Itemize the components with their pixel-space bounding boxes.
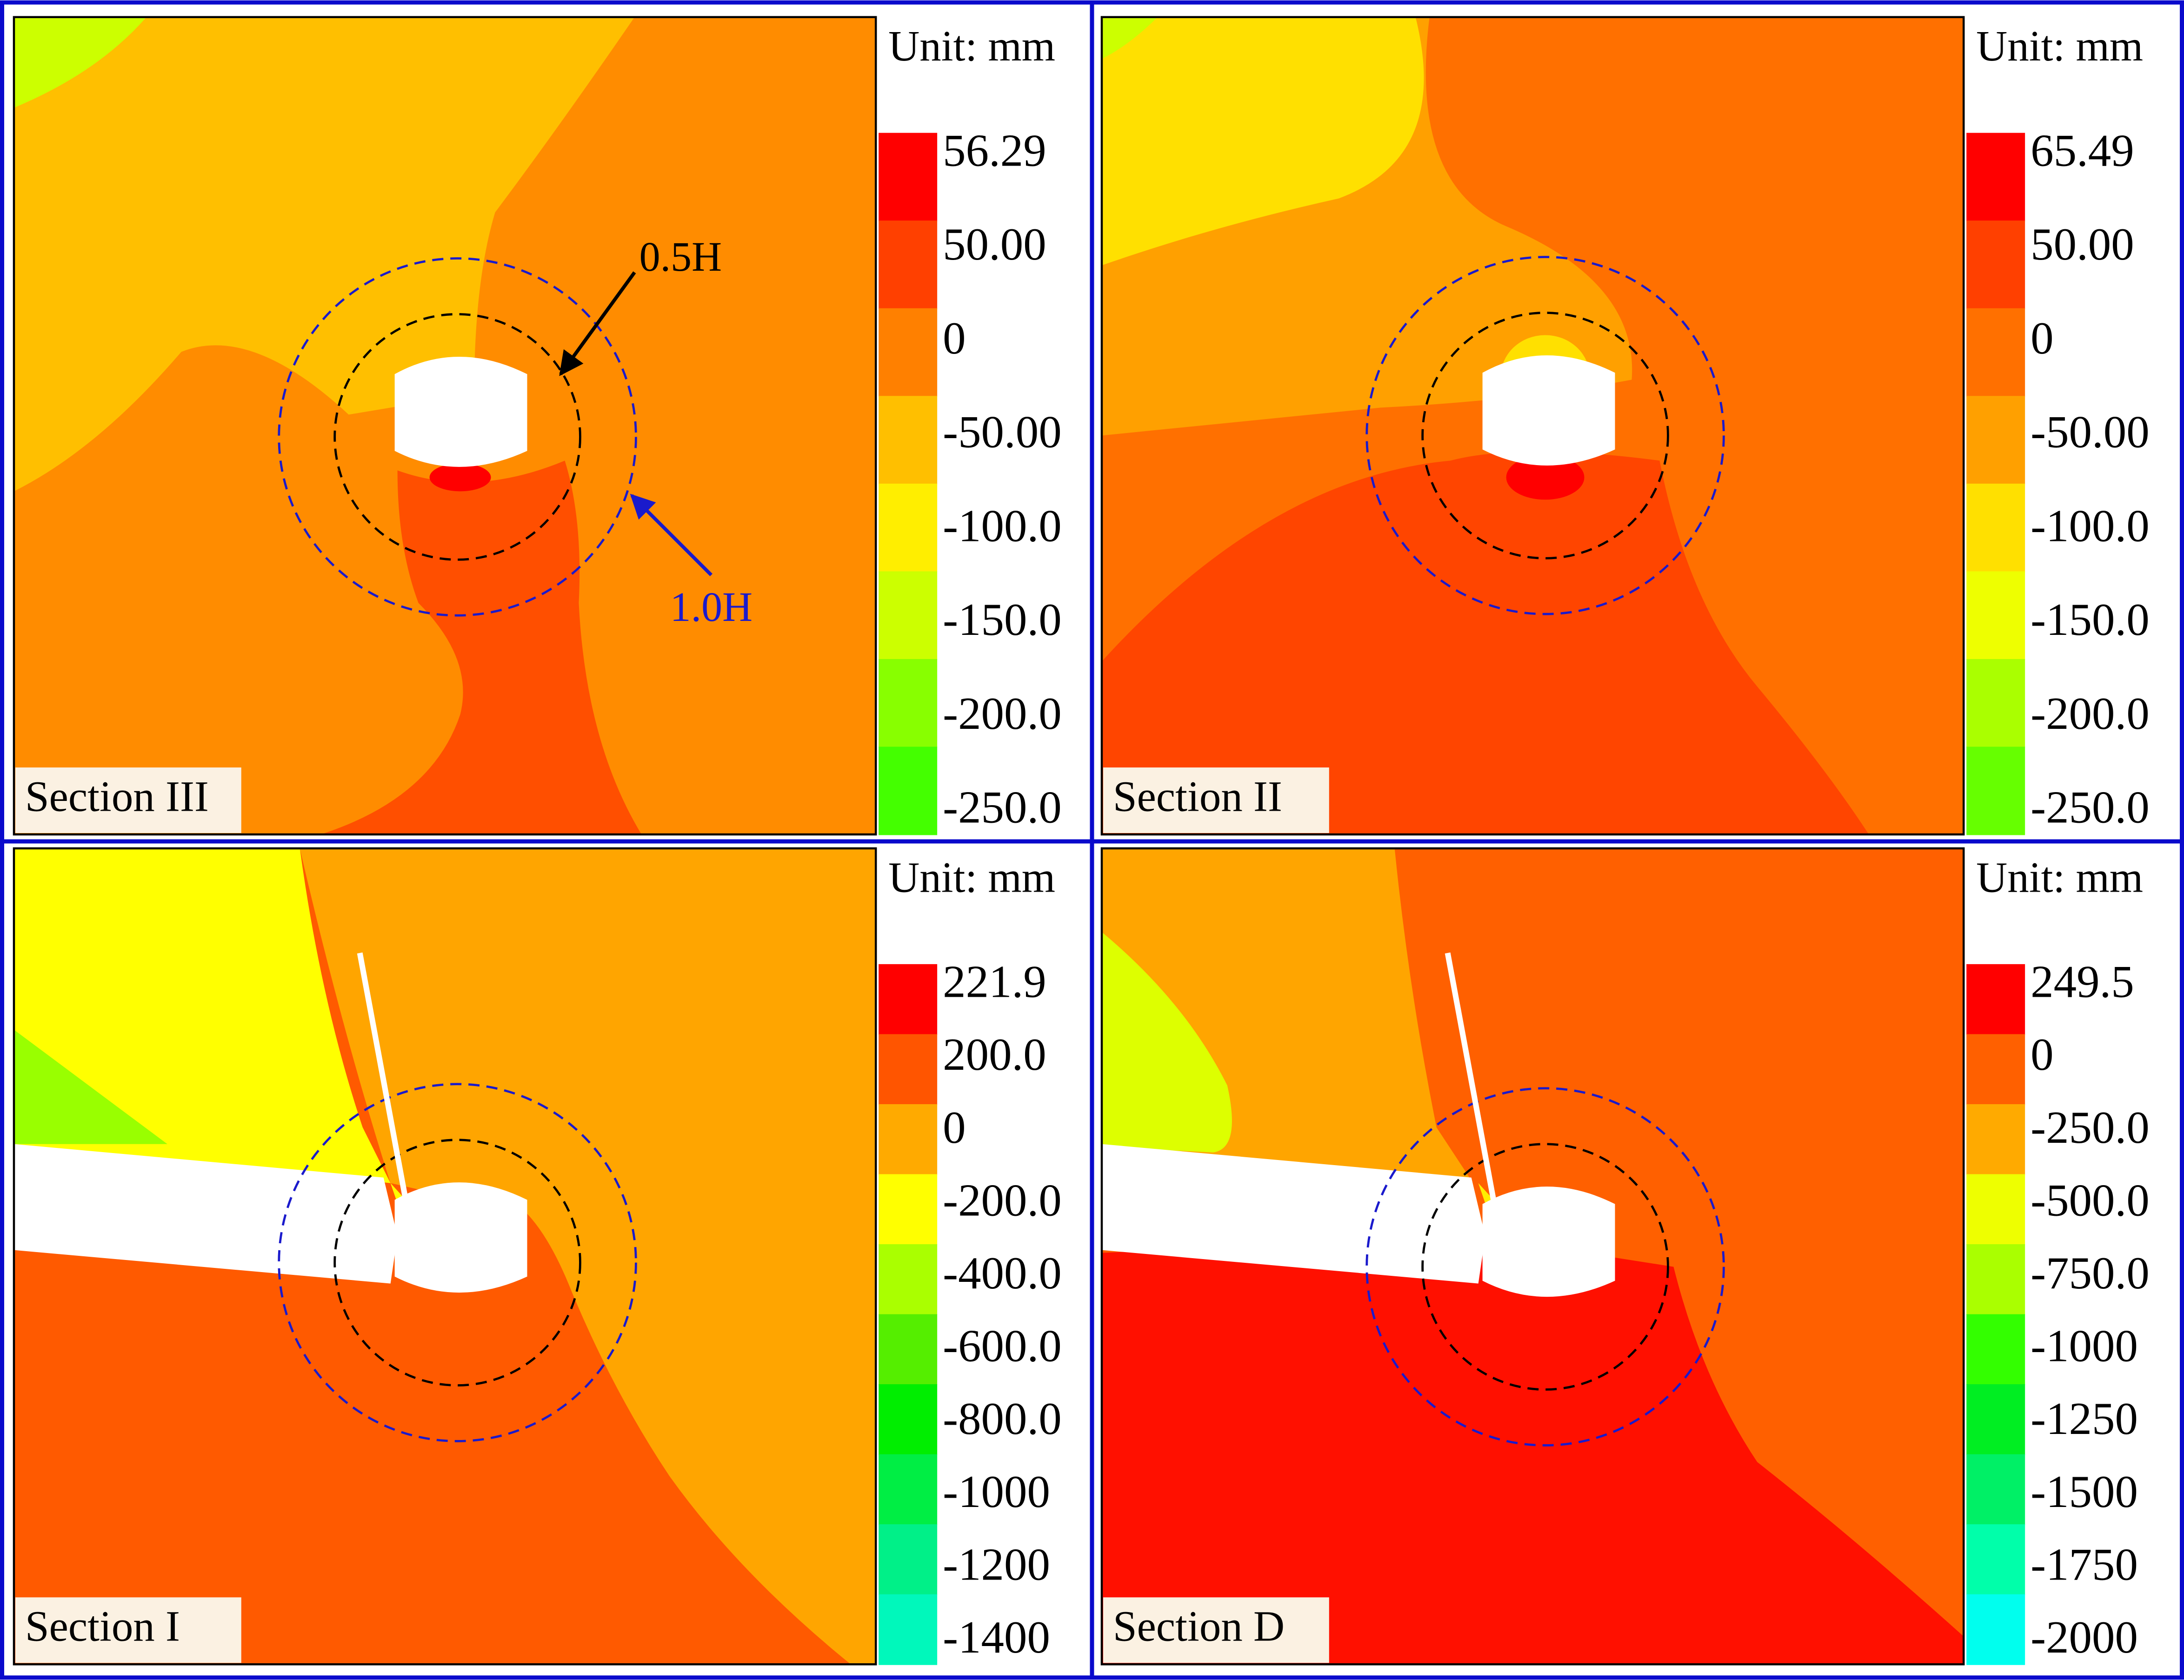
legend-swatch <box>1966 1244 2025 1315</box>
legend-swatch <box>879 220 938 309</box>
legend-label: -800.0 <box>943 1393 1062 1444</box>
legend-swatch <box>879 964 938 1035</box>
arrow <box>630 493 712 576</box>
legend-label: -500.0 <box>2031 1175 2150 1226</box>
legend-swatch <box>1966 220 2025 309</box>
unit-label: Unit: mm <box>1976 853 2143 901</box>
legend-swatch <box>1966 659 2025 747</box>
legend-swatch <box>879 571 938 660</box>
legend-swatch <box>1966 964 2025 1035</box>
unit-label: Unit: mm <box>888 853 1055 901</box>
legend-label: 56.29 <box>943 125 1046 176</box>
legend-swatch <box>879 396 938 485</box>
legend-label: -600.0 <box>943 1321 1062 1372</box>
legend-label: -1500 <box>2031 1467 2138 1517</box>
legend-swatch <box>879 1384 938 1455</box>
legend-label: -100.0 <box>943 500 1062 551</box>
legend-swatch <box>879 659 938 747</box>
legend-label: -1000 <box>943 1467 1050 1517</box>
legend-label: -1200 <box>943 1539 1050 1590</box>
legend-label: -150.0 <box>2031 594 2150 645</box>
legend-label: -250.0 <box>2031 1102 2150 1153</box>
legend-label: 65.49 <box>2031 125 2134 176</box>
legend-swatch <box>1966 1384 2025 1455</box>
legend-swatch <box>1966 483 2025 572</box>
legend-swatch <box>879 1524 938 1595</box>
legend-swatch <box>1966 571 2025 660</box>
section-label-box <box>15 1597 241 1663</box>
legend-swatch <box>1966 1454 2025 1525</box>
legend-label: 50.00 <box>2031 219 2134 270</box>
section-label-box <box>15 767 241 833</box>
legend-swatch <box>879 1034 938 1105</box>
legend-swatch <box>1966 308 2025 397</box>
contour-plot <box>13 16 877 836</box>
legend-label: -1000 <box>2031 1321 2138 1372</box>
legend-swatch <box>1966 1594 2025 1665</box>
section-label-box <box>1103 767 1329 833</box>
legend-swatch <box>1966 1174 2025 1245</box>
annotation: 1.0H <box>670 584 752 630</box>
legend-label: 249.5 <box>2031 957 2134 1007</box>
legend-label: 0 <box>943 1102 965 1153</box>
unit-label: Unit: mm <box>888 22 1055 70</box>
contour-plot <box>1100 847 1965 1666</box>
legend-label: -1400 <box>943 1612 1050 1663</box>
legend-label: -50.00 <box>2031 407 2150 458</box>
legend-swatch <box>879 1174 938 1245</box>
legend-label: 200.0 <box>943 1029 1046 1080</box>
legend-label: -750.0 <box>2031 1248 2150 1299</box>
section-label: Section II <box>1113 773 1282 820</box>
legend-label: 0 <box>2031 313 2053 364</box>
legend-label: -400.0 <box>943 1248 1062 1299</box>
section-label: Section I <box>25 1603 180 1651</box>
unit-label: Unit: mm <box>1976 22 2143 70</box>
panel: 0.5H 1.0H Unit: mm Section III 56.29 50.00 0… <box>13 16 1062 836</box>
legend-swatch <box>879 747 938 835</box>
legend-label: -50.00 <box>943 407 1062 458</box>
legend-label: 50.00 <box>943 219 1046 270</box>
section-label: Section III <box>25 773 209 820</box>
legend-label: -200.0 <box>943 688 1062 739</box>
legend-swatch <box>879 308 938 397</box>
legend-label: -150.0 <box>943 594 1062 645</box>
legend-label: -200.0 <box>943 1175 1062 1226</box>
legend-swatch <box>879 1244 938 1315</box>
legend-swatch <box>1966 1104 2025 1175</box>
section-label: Section D <box>1113 1603 1285 1651</box>
legend-label: -100.0 <box>2031 500 2150 551</box>
contour-plot <box>1100 16 1965 836</box>
panel: Unit: mm Section I 221.9 200.0 0 -200.0 -400.0… <box>13 847 1062 1666</box>
legend-swatch <box>879 483 938 572</box>
legend-swatch <box>1966 396 2025 485</box>
legend-label: -200.0 <box>2031 688 2150 739</box>
legend-label: -1750 <box>2031 1539 2138 1590</box>
legend-swatch <box>879 1314 938 1385</box>
annotation: 0.5H <box>639 234 722 280</box>
legend-swatch <box>879 1104 938 1175</box>
panel: Unit: mm Section D 249.5 0 -250.0 -500.0 -750.… <box>1100 847 2150 1666</box>
legend-swatch <box>879 1454 938 1525</box>
legend-label: -2000 <box>2031 1612 2138 1663</box>
panel: Unit: mm Section II 65.49 50.00 0 -50.00 -100.… <box>1100 16 2150 836</box>
legend-swatch <box>1966 747 2025 835</box>
legend-label: 0 <box>2031 1029 2053 1080</box>
legend-label: 0 <box>943 313 965 364</box>
legend-label: 221.9 <box>943 957 1046 1007</box>
legend-label: -1250 <box>2031 1393 2138 1444</box>
legend-swatch <box>879 1594 938 1665</box>
contour-plot <box>13 847 877 1666</box>
arrow <box>559 271 636 376</box>
legend-swatch <box>1966 1314 2025 1385</box>
legend-label: -250.0 <box>2031 782 2150 833</box>
legend-swatch <box>879 133 938 221</box>
section-label-box <box>1103 1597 1329 1663</box>
legend-swatch <box>1966 1524 2025 1595</box>
legend-label: -250.0 <box>943 782 1062 833</box>
legend-swatch <box>1966 1034 2025 1105</box>
legend-swatch <box>1966 133 2025 221</box>
